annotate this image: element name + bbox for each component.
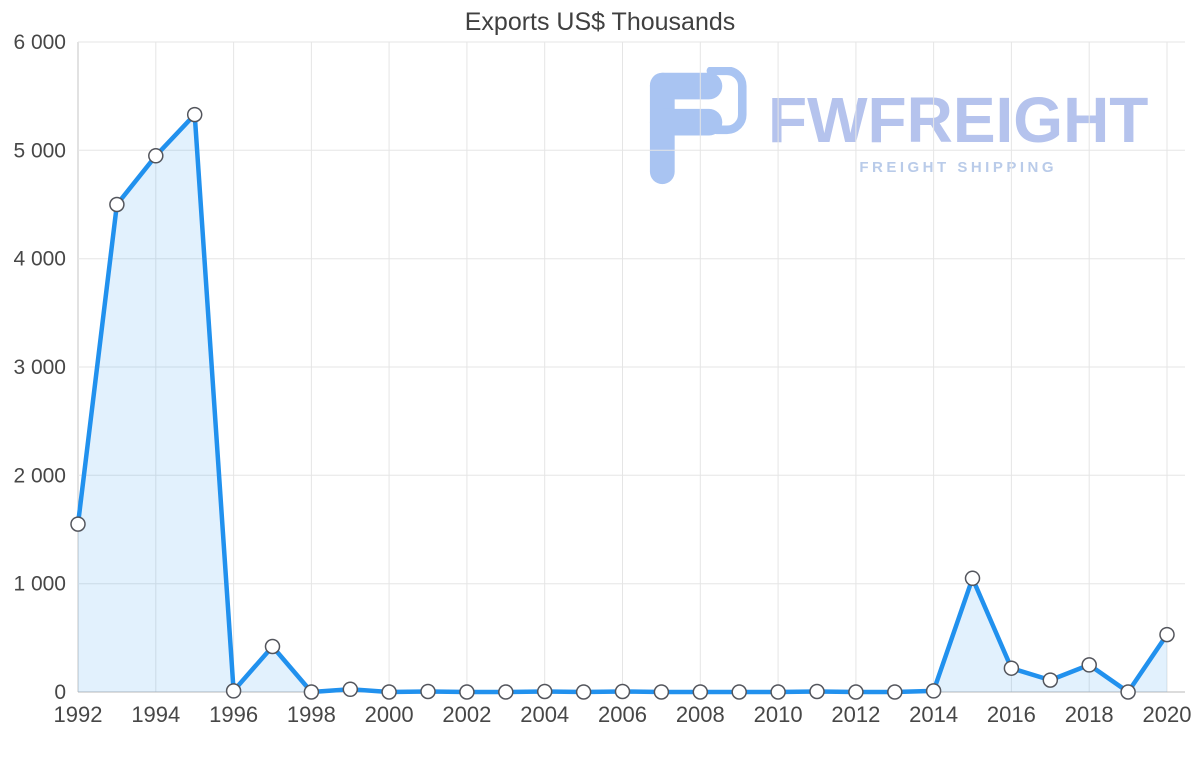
data-point[interactable] <box>148 148 164 164</box>
data-point[interactable] <box>614 683 631 700</box>
data-point[interactable] <box>1003 660 1020 676</box>
data-point[interactable] <box>809 683 825 700</box>
data-point[interactable] <box>186 106 203 123</box>
x-axis-label: 2018 <box>1065 702 1114 727</box>
data-point[interactable] <box>925 683 942 699</box>
data-point[interactable] <box>887 684 903 700</box>
data-point[interactable] <box>303 684 320 700</box>
data-point[interactable] <box>692 684 709 700</box>
y-axis-label: 6 000 <box>13 31 66 54</box>
x-axis-label: 2004 <box>520 702 569 727</box>
series-area <box>78 114 1167 693</box>
y-axis-label: 5 000 <box>13 139 66 162</box>
data-point[interactable] <box>70 516 86 532</box>
y-axis-label: 0 <box>54 681 66 704</box>
x-axis-label: 1996 <box>209 702 258 727</box>
x-axis-label: 2014 <box>909 702 958 727</box>
x-axis-label: 2012 <box>831 702 880 727</box>
x-axis-label: 1998 <box>287 702 336 727</box>
watermark-title: FWFREIGHT <box>768 84 1149 156</box>
data-point[interactable] <box>498 684 514 700</box>
data-point[interactable] <box>264 638 281 655</box>
data-point[interactable] <box>420 683 436 700</box>
data-point[interactable] <box>225 683 242 699</box>
x-axis-label: 2002 <box>442 702 491 727</box>
data-point[interactable] <box>1042 672 1059 688</box>
data-point[interactable] <box>381 684 397 700</box>
x-axis-label: 1994 <box>131 702 180 727</box>
data-point[interactable] <box>653 684 670 700</box>
watermark: FWFREIGHT FREIGHT SHIPPING <box>648 62 1148 186</box>
y-axis-label: 4 000 <box>13 248 66 271</box>
data-point[interactable] <box>848 684 864 700</box>
data-point[interactable] <box>109 196 125 213</box>
x-axis-label: 1992 <box>54 702 103 727</box>
data-point[interactable] <box>1159 626 1175 643</box>
data-point[interactable] <box>536 683 553 700</box>
x-axis-label: 2016 <box>987 702 1036 727</box>
fwfreight-logo-icon <box>649 67 747 185</box>
data-point[interactable] <box>964 570 981 587</box>
x-axis-label: 2008 <box>676 702 725 727</box>
data-point[interactable] <box>1081 657 1097 673</box>
watermark-subtitle: FREIGHT SHIPPING <box>859 159 1058 176</box>
data-point[interactable] <box>575 684 592 700</box>
data-point[interactable] <box>731 684 747 700</box>
x-axis-label: 2010 <box>754 702 803 727</box>
chart-title: Exports US$ Thousands <box>464 8 736 36</box>
data-point[interactable] <box>342 681 359 698</box>
x-axis-label: 2000 <box>365 702 414 727</box>
x-axis-label: 2020 <box>1143 702 1192 727</box>
data-point[interactable] <box>1120 684 1136 700</box>
watermark-text-block: FWFREIGHT FREIGHT SHIPPING <box>768 88 1148 176</box>
x-axis-label: 2006 <box>598 702 647 727</box>
y-axis-label: 1 000 <box>13 573 66 596</box>
data-point[interactable] <box>770 684 786 700</box>
y-axis-label: 2 000 <box>13 464 66 487</box>
y-axis-label: 3 000 <box>13 356 66 379</box>
data-point[interactable] <box>459 684 475 700</box>
